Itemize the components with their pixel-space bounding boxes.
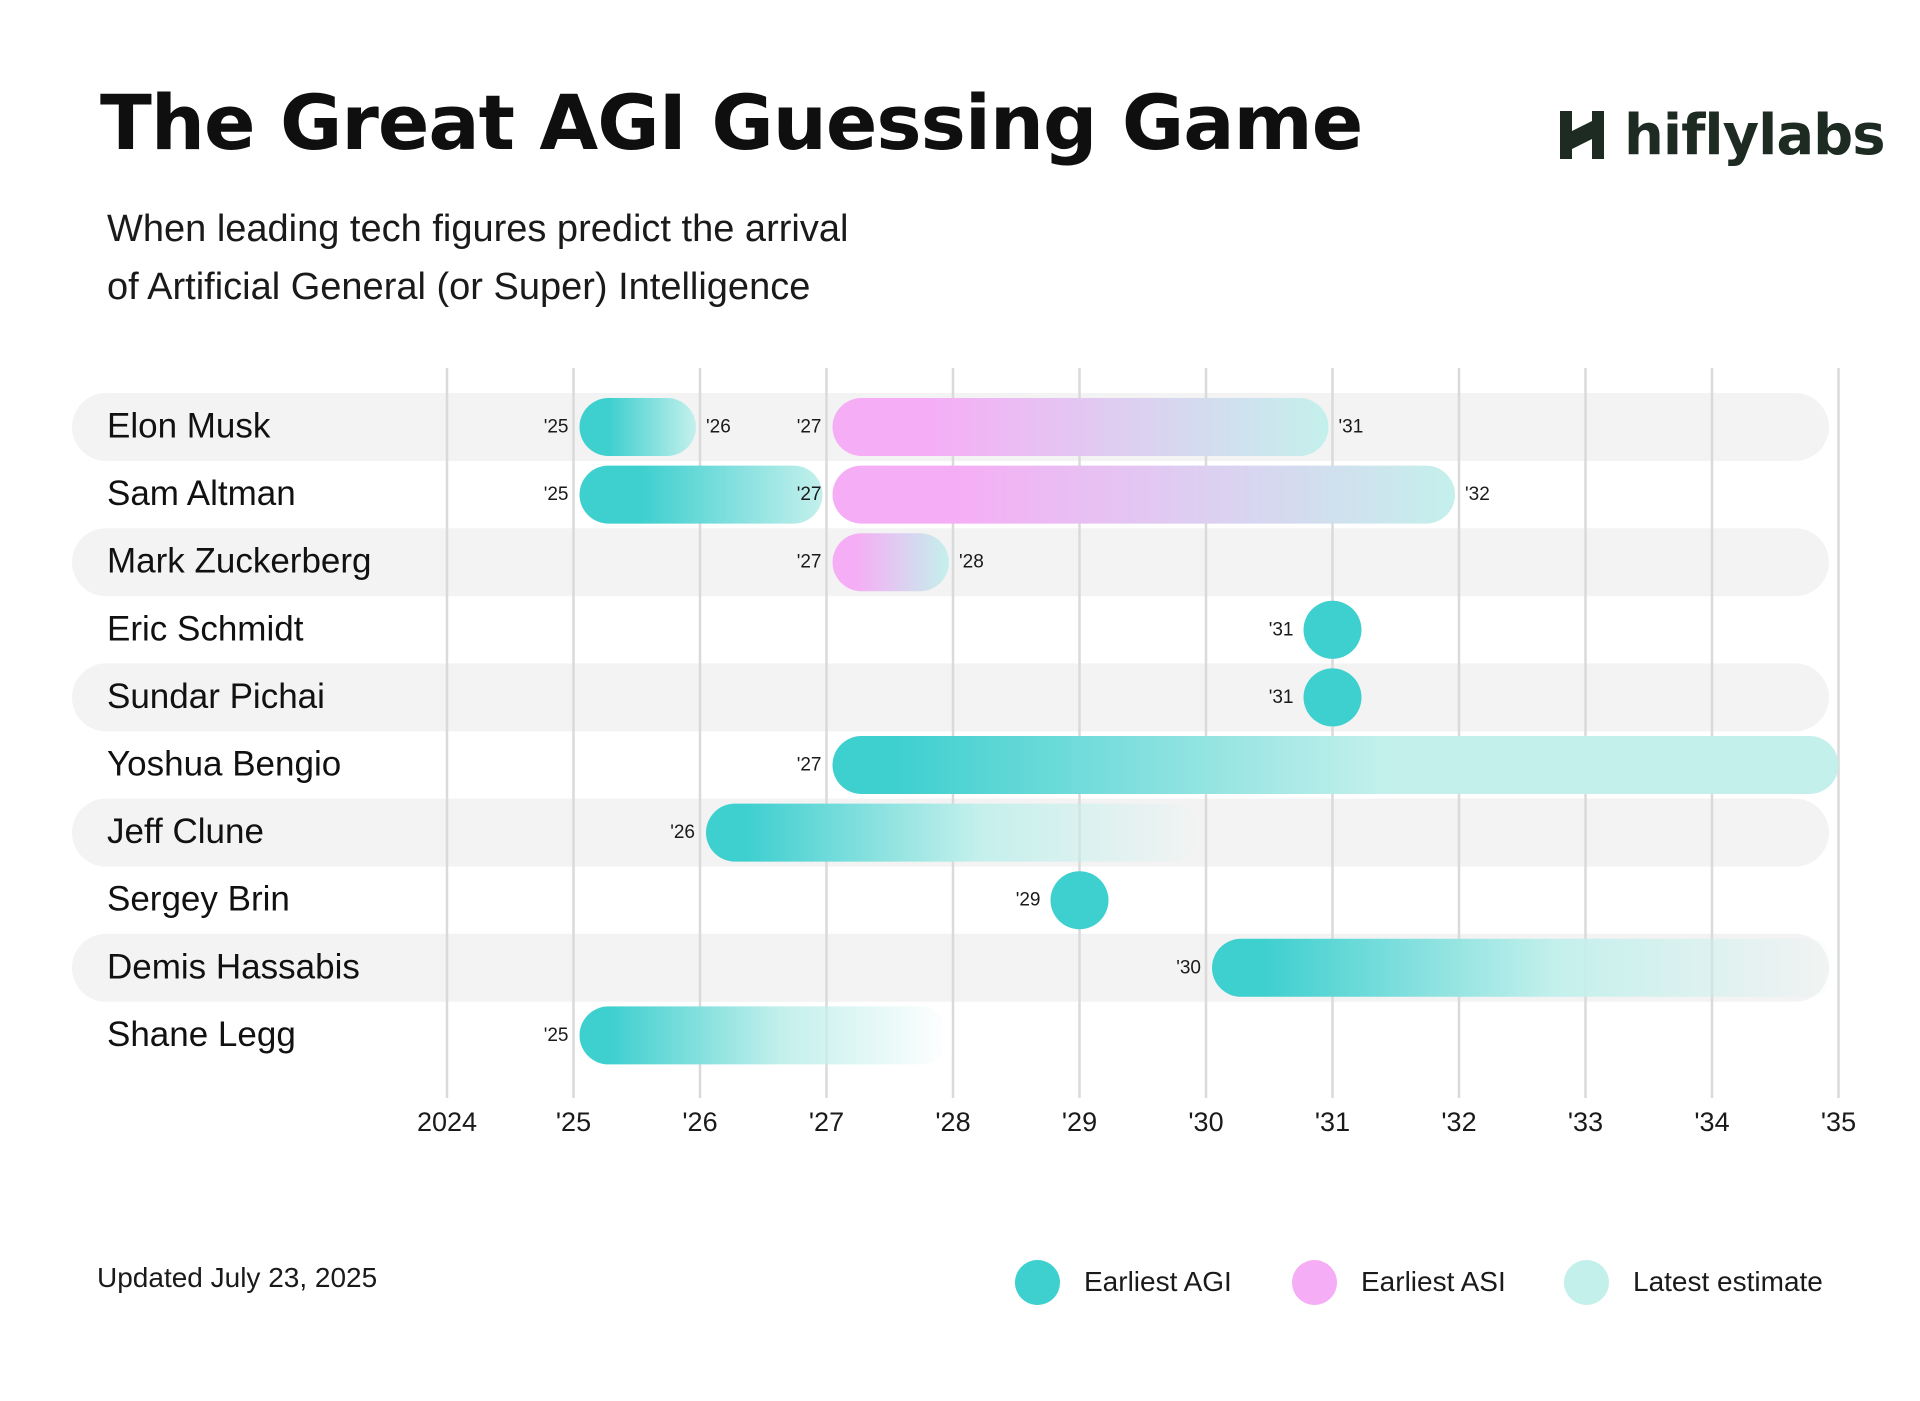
- subtitle-line-1: When leading tech figures predict the ar…: [107, 208, 849, 250]
- x-tick-label: '30: [1188, 1107, 1223, 1137]
- person-names: Elon Musk Sam Altman Mark Zuckerberg Eric S…: [107, 407, 372, 1054]
- legend-label-asi: Earliest ASI: [1361, 1266, 1506, 1297]
- start-year-label: '29: [1016, 890, 1041, 911]
- start-year-label: '25: [544, 484, 569, 505]
- brand-logo: hiflylabs: [1558, 100, 1886, 170]
- agi-fade-range-bar: [1212, 938, 1839, 997]
- x-tick-label: '29: [1062, 1107, 1097, 1137]
- person-name: Elon Musk: [107, 407, 271, 446]
- end-year-label: '31: [1339, 417, 1364, 438]
- legend-swatch-agi: [1015, 1259, 1060, 1305]
- person-name: Demis Hassabis: [107, 947, 360, 986]
- start-year-label: '27: [797, 484, 822, 505]
- start-year-label: '25: [544, 417, 569, 438]
- x-tick-label: 2024: [417, 1107, 477, 1137]
- legend-item-earliest-agi: Earliest AGI: [1015, 1258, 1232, 1306]
- person-name: Jeff Clune: [107, 812, 264, 851]
- start-year-label: '27: [797, 417, 822, 438]
- start-year-label: '25: [544, 1025, 569, 1046]
- asi-range-bar: [832, 533, 949, 592]
- agi-fade-range-bar: [706, 803, 1202, 862]
- chart-title: The Great AGI Guessing Game: [100, 78, 1363, 167]
- person-name: Shane Legg: [107, 1015, 296, 1054]
- start-year-label: '31: [1269, 687, 1294, 708]
- x-tick-label: '25: [556, 1107, 591, 1137]
- agi-point-mark: [1303, 668, 1362, 727]
- brand-mark-icon: [1560, 111, 1604, 159]
- asi-range-bar: [832, 398, 1329, 456]
- start-year-label: '27: [797, 552, 822, 573]
- x-tick-label: '31: [1315, 1107, 1350, 1137]
- row-band: [72, 663, 1829, 732]
- brand-name: hiflylabs: [1624, 102, 1886, 168]
- start-year-label: '27: [797, 755, 822, 776]
- x-tick-label: '35: [1821, 1107, 1856, 1137]
- legend-swatch-latest: [1564, 1259, 1609, 1305]
- person-name: Yoshua Bengio: [107, 745, 341, 784]
- start-year-label: '31: [1269, 619, 1294, 640]
- start-year-label: '30: [1176, 957, 1201, 978]
- agi-point-mark: [1050, 871, 1109, 930]
- agi-open-range-bar: [832, 736, 1839, 794]
- legend-item-earliest-asi: Earliest ASI: [1292, 1258, 1506, 1306]
- person-name: Sergey Brin: [107, 880, 290, 919]
- x-tick-label: '33: [1568, 1107, 1603, 1137]
- legend-label-agi: Earliest AGI: [1084, 1266, 1232, 1297]
- person-name: Sundar Pichai: [107, 677, 325, 716]
- x-tick-label: '28: [935, 1107, 970, 1137]
- legend-item-latest-estimate: Latest estimate: [1564, 1258, 1823, 1306]
- agi-range-bar: [579, 465, 823, 524]
- row-band: [72, 528, 1829, 597]
- asi-range-bar: [832, 465, 1455, 524]
- x-tick-label: '26: [682, 1107, 717, 1137]
- end-year-label: '26: [706, 417, 731, 438]
- start-year-label: '26: [670, 822, 695, 843]
- x-tick-label: '32: [1441, 1107, 1476, 1137]
- x-tick-label: '27: [809, 1107, 844, 1137]
- year-labels: '25 '26 '27 '31 '25 '27 '32 '27 '28 '31 '31 '27 '26 '…: [544, 417, 1490, 1046]
- person-name: Sam Altman: [107, 474, 296, 513]
- end-year-label: '28: [959, 552, 984, 573]
- x-axis-ticks: 2024 '25 '26 '27 '28 '29 '30 '31 '32 '33 '34 '35: [417, 1107, 1856, 1137]
- end-year-label: '32: [1465, 484, 1490, 505]
- legend-label-latest: Latest estimate: [1633, 1266, 1823, 1297]
- updated-date: Updated July 23, 2025: [97, 1262, 378, 1293]
- person-name: Eric Schmidt: [107, 609, 304, 648]
- subtitle-line-2: of Artificial General (or Super) Intelli…: [107, 266, 811, 308]
- legend-swatch-asi: [1292, 1259, 1337, 1305]
- x-tick-label: '34: [1694, 1107, 1729, 1137]
- agi-range-bar: [579, 398, 696, 456]
- agi-fade-range-bar: [579, 1006, 949, 1065]
- chart-subtitle: When leading tech figures predict the ar…: [107, 200, 1007, 316]
- agi-point-mark: [1303, 600, 1362, 659]
- person-name: Mark Zuckerberg: [107, 542, 372, 581]
- prediction-marks: [579, 398, 1839, 1065]
